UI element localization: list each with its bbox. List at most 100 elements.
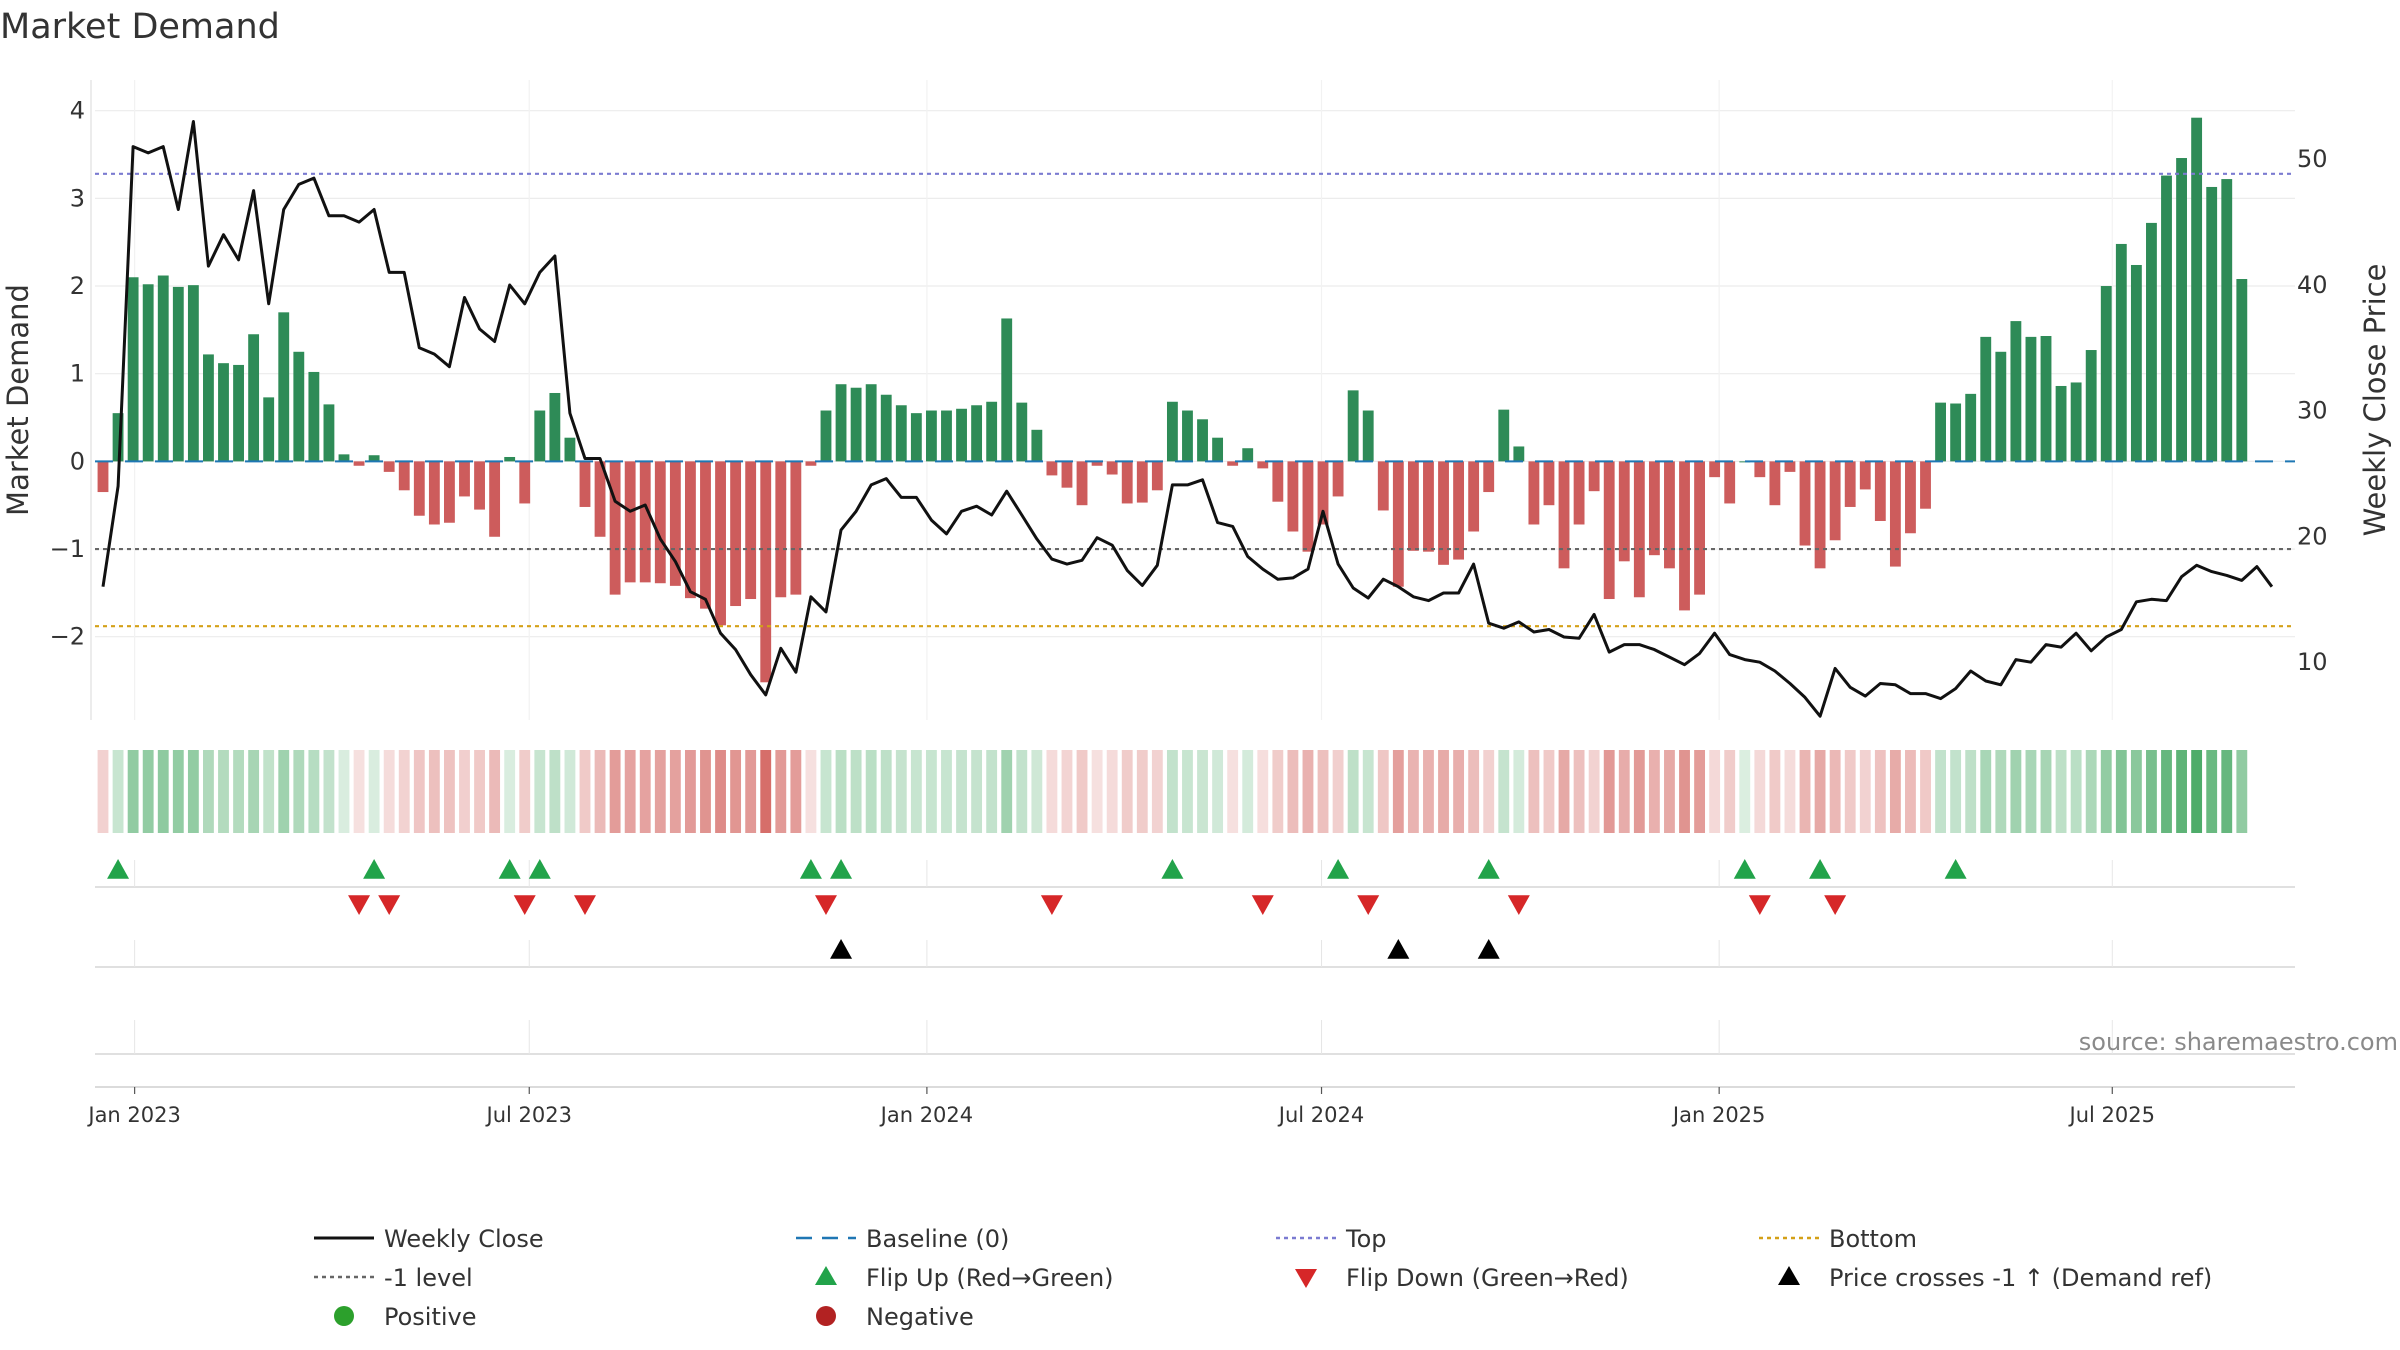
strip-cell [519,750,531,833]
strip-cell [127,750,139,833]
strip-cell [112,750,124,833]
demand-bar [1332,461,1344,497]
strip-cell [1829,750,1841,833]
legend-item-bottom: Bottom [1759,1225,1917,1253]
y-tick-label: 3 [70,184,85,212]
demand-bar [1302,461,1314,552]
flip-up-marker [1161,859,1184,879]
strip-cell [579,750,591,833]
strip-cell [1920,750,1931,833]
strip-cell [1769,750,1781,833]
demand-bar [1874,461,1886,521]
strip-cell [910,750,922,833]
strip-cell [1031,750,1043,833]
demand-bar [790,461,802,595]
strip-cell [187,750,199,833]
demand-bar [1407,461,1419,551]
strip-cell [1799,750,1811,833]
strip-cell [2040,750,2052,833]
demand-bar [233,364,244,462]
legend: Weekly Close Baseline (0) Top Bottom -1 leve… [314,1225,2212,1331]
demand-bar [2055,385,2067,462]
strip-cell [398,750,410,833]
demand-bar [1799,461,1811,546]
demand-bar [323,404,335,462]
strip-cell [639,750,651,833]
strip-cell [669,750,681,833]
demand-bar [1588,461,1600,492]
strip-cell [1362,750,1374,833]
strip-cell [1001,750,1013,833]
strip-cell [730,750,742,833]
chart-title: Market Demand [0,7,280,47]
strip-cell [1965,750,1977,833]
demand-bar [1121,461,1133,504]
demand-bar [1242,448,1254,462]
demand-bar [2146,222,2157,462]
strip-cell [1242,750,1254,833]
demand-bar [850,387,862,462]
legend-item-cross: Price crosses -1 ↑ (Demand ref) [1778,1264,2212,1292]
strip-cell [142,750,154,833]
demand-bar [684,461,696,599]
demand-bar [1317,461,1329,525]
demand-bar [2130,264,2142,462]
strip-cell [308,750,320,833]
x-tick-label: Jul 2024 [1277,1103,1364,1127]
strip-cell [474,750,485,833]
flip-up-marker [498,859,521,879]
strip-cell [2070,750,2082,833]
strip-cell [549,750,561,833]
strip-cell [534,750,546,833]
strip-cell [1272,750,1284,833]
demand-bar [383,461,395,472]
strip-cell [2100,750,2112,833]
strip-cell [1046,750,1058,833]
legend-swatch-positive [334,1306,354,1326]
demand-bar [2040,336,2052,462]
strip-cell [504,750,516,833]
y2-tick-label: 20 [2297,522,2328,550]
strip-cell [2161,750,2172,833]
price-cross-marker [1387,939,1410,959]
legend-swatch-flip-up [815,1266,837,1285]
strip-cell [1483,750,1495,833]
demand-bar [1950,403,1962,462]
strip-cell [1317,750,1329,833]
demand-bar [971,405,983,462]
strip-cell [1332,750,1344,833]
demand-bar [2070,382,2082,462]
demand-bar [1513,446,1525,462]
strip-cell [428,750,440,833]
demand-bar [1920,461,1931,509]
demand-bar [142,284,154,462]
y2-tick-label: 50 [2297,145,2328,173]
demand-bar [1980,336,1992,462]
strip-cell [1739,750,1751,833]
strip-cell [1814,750,1826,833]
demand-bar [1227,461,1239,466]
strip-cell [1438,750,1449,833]
price-cross-marker [830,939,853,959]
strip-cell [2055,750,2067,833]
y-axis-label: Market Demand [1,284,35,516]
demand-bar [1392,461,1404,587]
flip-up-marker [799,859,822,879]
strip-cell [1889,750,1901,833]
legend-item-close: Weekly Close [314,1225,544,1253]
demand-bar [639,461,651,583]
legend-item-positive: Positive [334,1303,477,1331]
strip-cell [850,750,862,833]
legend-item-flip_up: Flip Up (Red→Green) [815,1264,1114,1292]
y2-tick-label: 30 [2297,397,2328,425]
demand-bar [1965,393,1977,462]
reference-levels [95,172,2295,628]
strip-cell [1874,750,1886,833]
strip-cell [2176,750,2187,833]
flip-up-marker [1477,859,1500,879]
y2-tick-label: 40 [2297,271,2328,299]
strip-cell [1091,750,1103,833]
demand-bar [1423,461,1434,552]
demand-bar [715,461,726,626]
